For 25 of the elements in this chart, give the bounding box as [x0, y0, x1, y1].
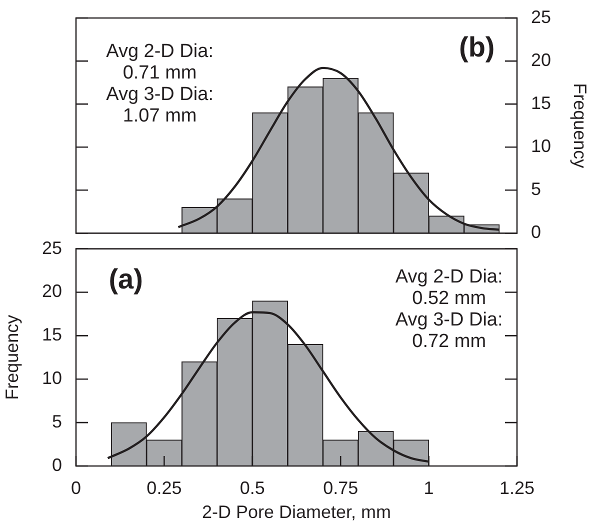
y-tick-label: 20 [531, 50, 552, 70]
x-tick-label: 0.75 [323, 478, 358, 498]
y-tick-label: 0 [531, 222, 542, 242]
x-tick-label: 0 [70, 478, 82, 498]
annotation: (a) [108, 263, 143, 294]
y-tick-label: 25 [531, 6, 552, 27]
y-axis-title: Frequency [570, 83, 590, 168]
y-tick-label: 5 [531, 179, 542, 200]
y-tick-label: 0 [52, 454, 62, 475]
x-tick-label: 1.25 [499, 478, 535, 498]
x-tick-label: 1 [424, 478, 434, 498]
x-axis-title: 2-D Pore Diameter, mm [202, 502, 392, 522]
x-tick-label: 0.25 [146, 478, 182, 498]
y-tick-label: 25 [42, 238, 62, 258]
annotation: Avg 2-D Dia: 0.71 mm Avg 3-D Dia: 1.07 mm [106, 40, 214, 126]
y-tick-label: 15 [42, 324, 62, 345]
y-tick-label: 20 [42, 281, 62, 302]
y-tick-label: 10 [42, 368, 62, 388]
y-tick-label: 5 [52, 412, 62, 432]
annotation: Avg 2-D Dia: 0.52 mm Avg 3-D Dia: 0.72 mm [395, 266, 503, 352]
y-tick-label: 10 [531, 136, 552, 156]
annotation: (b) [458, 31, 495, 62]
y-tick-label: 15 [531, 93, 552, 114]
x-tick-label: 0.5 [240, 478, 265, 498]
y-axis-title: Frequency [2, 314, 22, 400]
